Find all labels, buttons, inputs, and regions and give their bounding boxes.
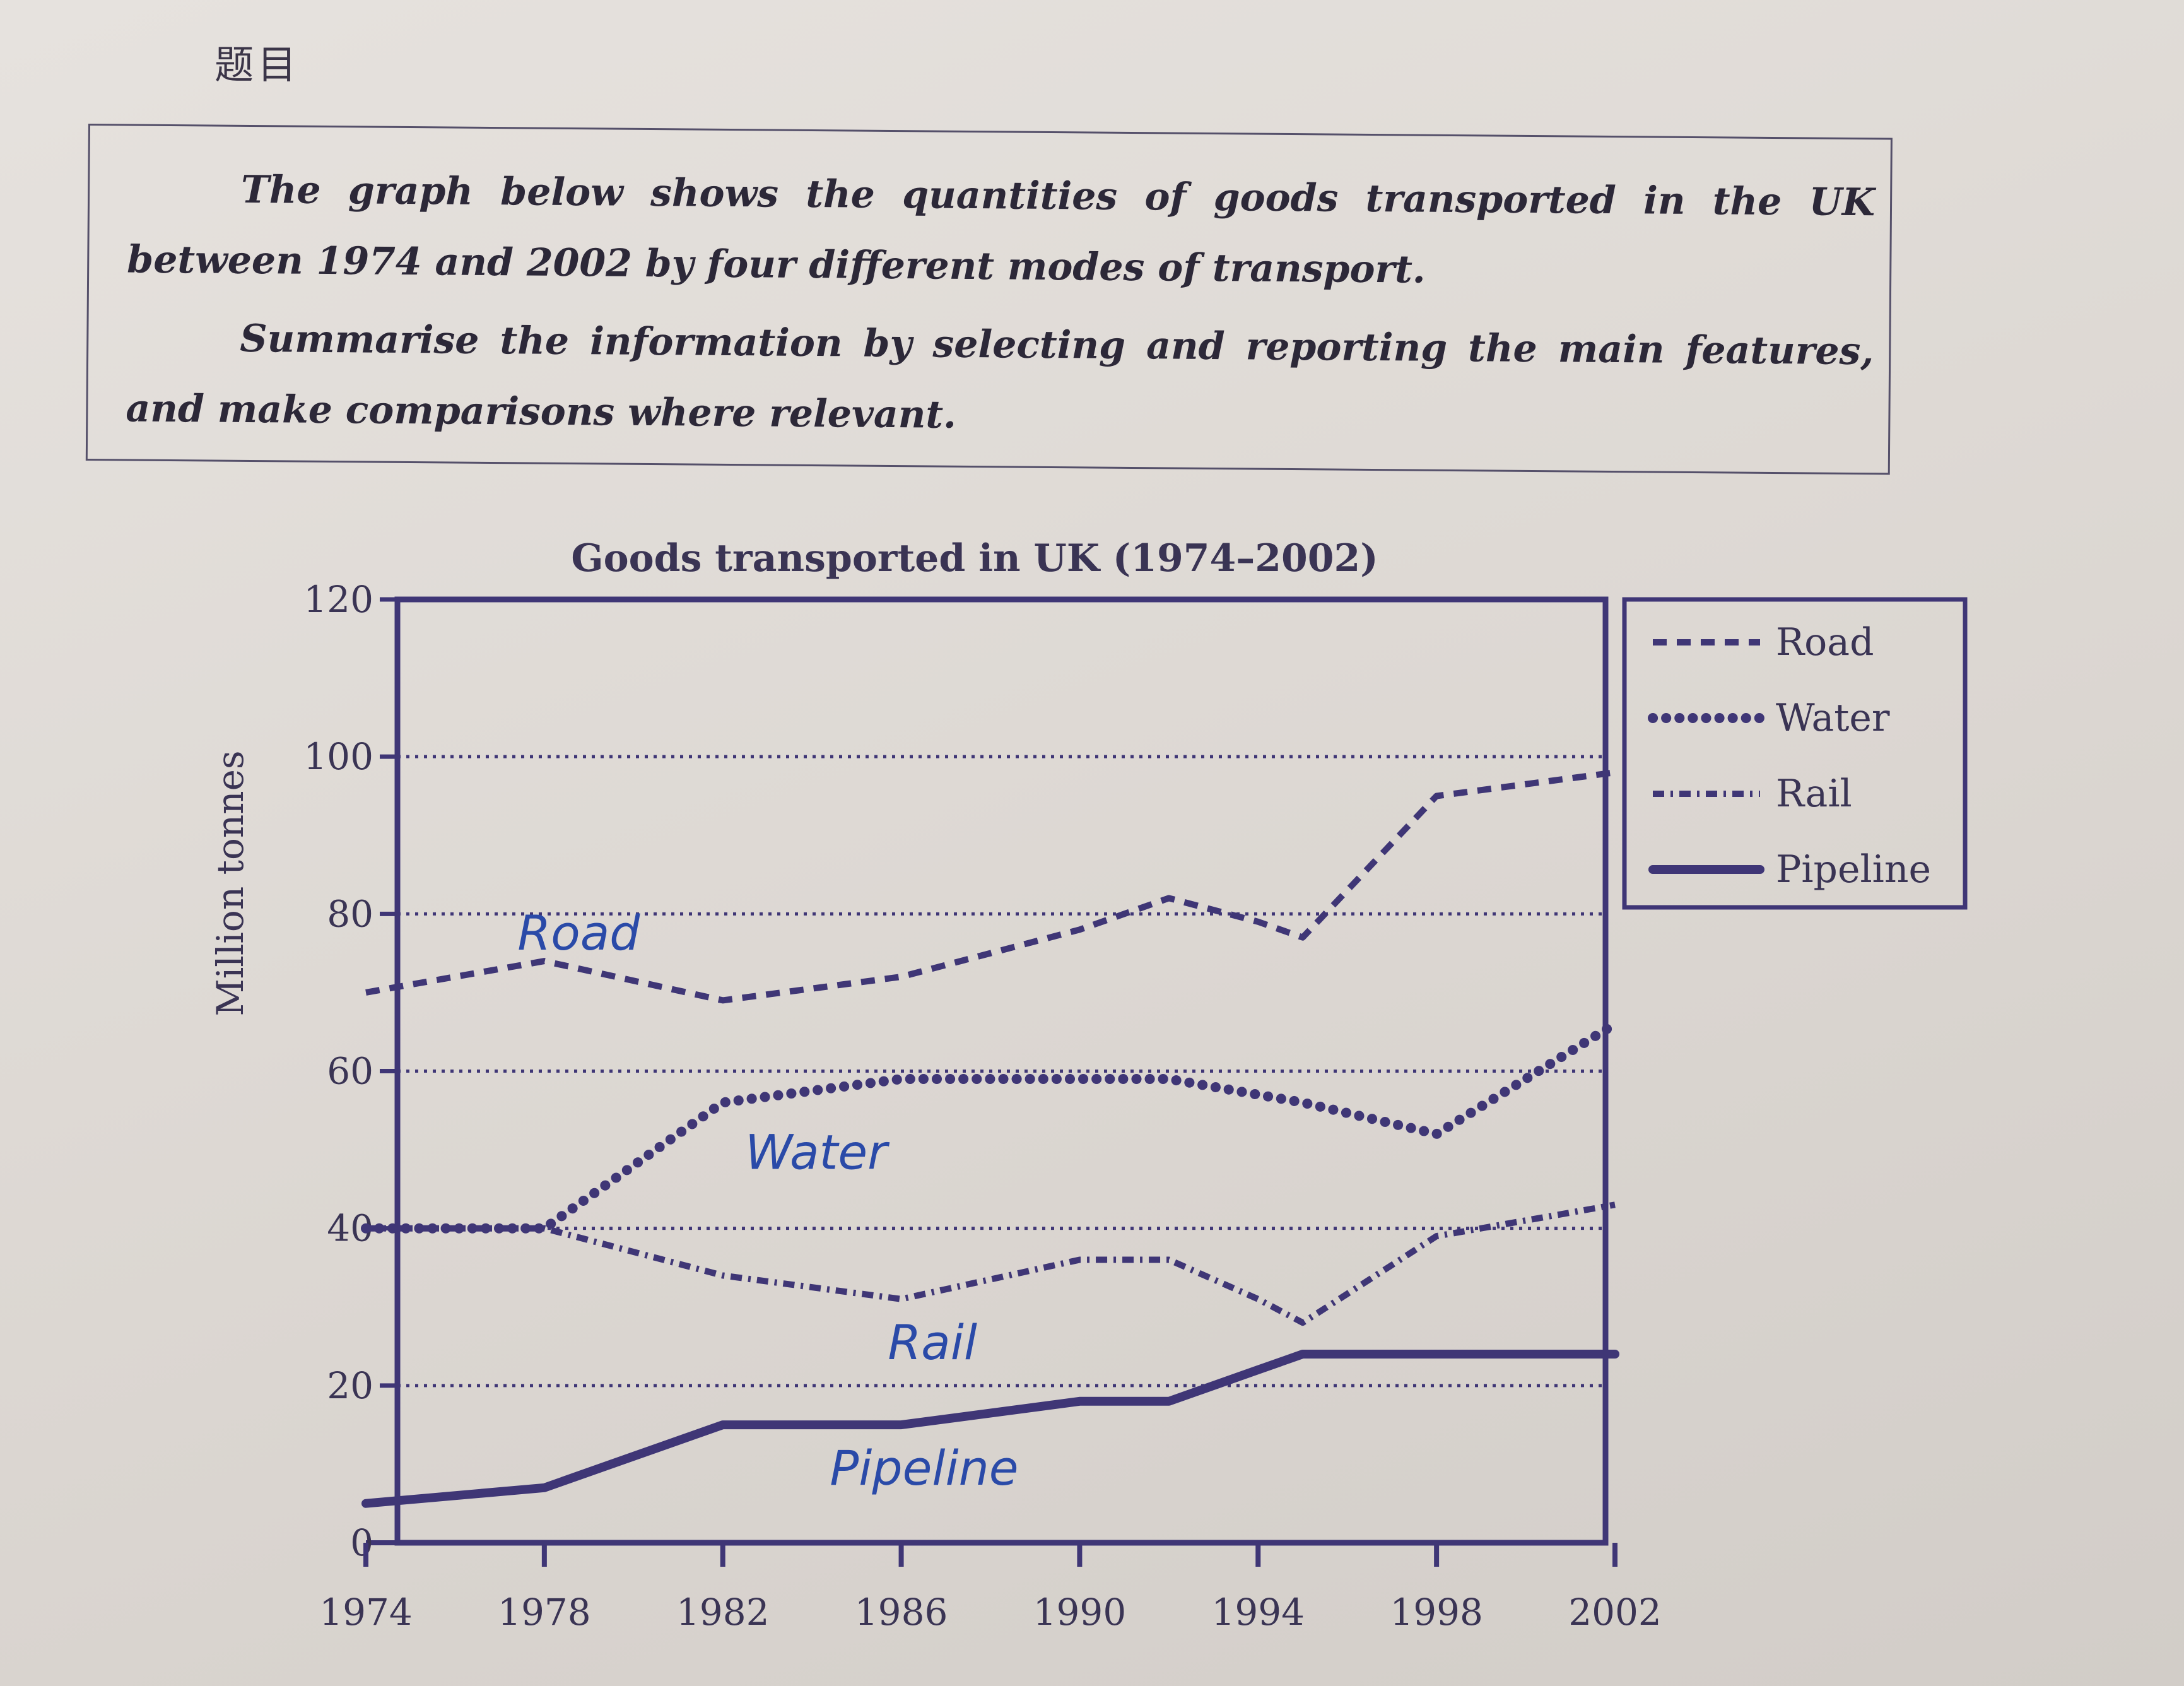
x-tick-label-2002: 2002 — [1568, 1591, 1662, 1634]
x-tick-label-1978: 1978 — [498, 1591, 591, 1634]
point-road-1998 — [1436, 795, 1437, 796]
point-rail-1986 — [901, 1299, 902, 1300]
point-road-1974 — [365, 992, 367, 993]
y-tick-label-100: 100 — [303, 735, 373, 778]
point-water-1998 — [1436, 1133, 1437, 1135]
point-water-1994 — [1257, 1094, 1259, 1095]
series-water — [361, 1018, 1620, 1234]
y-tick-label-60: 60 — [327, 1050, 373, 1093]
point-road-1995 — [1302, 937, 1303, 938]
y-tick-label-20: 20 — [327, 1364, 373, 1407]
series-road — [365, 769, 1616, 1004]
legend-label-rail: Rail — [1776, 772, 1852, 816]
series-pipeline — [361, 1350, 1619, 1508]
x-tick-label-1990: 1990 — [1033, 1591, 1127, 1634]
handwritten-label-water: Water — [745, 1124, 890, 1180]
chart-title: Goods transported in UK (1974–2002) — [571, 536, 1378, 581]
point-water-1992 — [1168, 1078, 1170, 1080]
y-tick-label-0: 0 — [350, 1521, 373, 1564]
point-pipeline-1990 — [1079, 1401, 1080, 1402]
point-pipeline-1994 — [1257, 1369, 1259, 1371]
point-rail-1982 — [722, 1275, 724, 1276]
point-water-1995 — [1302, 1102, 1303, 1103]
y-axis-label: Million tonnes — [209, 750, 252, 1016]
point-water-2002 — [1614, 1023, 1616, 1025]
point-pipeline-2002 — [1614, 1353, 1616, 1355]
point-road-1986 — [901, 976, 902, 977]
legend-frame — [1622, 597, 1968, 910]
point-rail-1995 — [1302, 1322, 1303, 1323]
handwritten-labels: Road Water Rail Pipeline — [517, 905, 1018, 1496]
point-water-1990 — [1079, 1078, 1080, 1080]
point-rail-1978 — [544, 1228, 545, 1229]
point-water-1982 — [722, 1102, 724, 1103]
point-pipeline-1998 — [1436, 1353, 1437, 1355]
handwritten-label-pipeline: Pipeline — [830, 1440, 1018, 1496]
point-rail-1974 — [365, 1228, 367, 1229]
point-rail-1998 — [1436, 1235, 1437, 1237]
y-tick-label-80: 80 — [327, 892, 373, 935]
point-road-1982 — [722, 999, 724, 1001]
point-pipeline-1982 — [722, 1424, 724, 1425]
legend-label-road: Road — [1776, 620, 1874, 664]
handwritten-label-road: Road — [517, 905, 640, 961]
x-tick-label-1982: 1982 — [676, 1591, 770, 1634]
legend: Road Water Rail Pipeline — [1622, 597, 1968, 910]
point-pipeline-1978 — [544, 1487, 545, 1489]
point-road-1994 — [1257, 921, 1259, 923]
x-tick-label-1974: 1974 — [319, 1591, 413, 1634]
x-tick-label-1998: 1998 — [1390, 1591, 1483, 1634]
series-rail — [366, 1201, 1616, 1326]
point-water-1986 — [901, 1078, 902, 1080]
point-road-2002 — [1614, 772, 1616, 773]
point-rail-1994 — [1257, 1299, 1259, 1300]
legend-label-water: Water — [1776, 696, 1890, 740]
point-road-1990 — [1079, 929, 1080, 930]
y-tick-label-120: 120 — [303, 578, 373, 621]
point-pipeline-1974 — [365, 1503, 367, 1504]
point-pipeline-1986 — [901, 1424, 902, 1425]
x-tick-label-1994: 1994 — [1211, 1591, 1305, 1634]
series-layer — [361, 769, 1620, 1508]
grid-layer — [397, 755, 1606, 1388]
point-pipeline-1992 — [1168, 1401, 1170, 1402]
point-rail-2002 — [1614, 1204, 1616, 1205]
page-header: 题目 — [214, 42, 301, 88]
x-tick-label-1986: 1986 — [855, 1591, 948, 1634]
point-rail-1990 — [1079, 1259, 1080, 1261]
legend-label-pipeline: Pipeline — [1776, 847, 1931, 892]
point-pipeline-1995 — [1302, 1353, 1303, 1355]
point-rail-1992 — [1168, 1259, 1170, 1261]
handwritten-label-rail: Rail — [888, 1314, 977, 1371]
point-road-1992 — [1168, 897, 1170, 899]
